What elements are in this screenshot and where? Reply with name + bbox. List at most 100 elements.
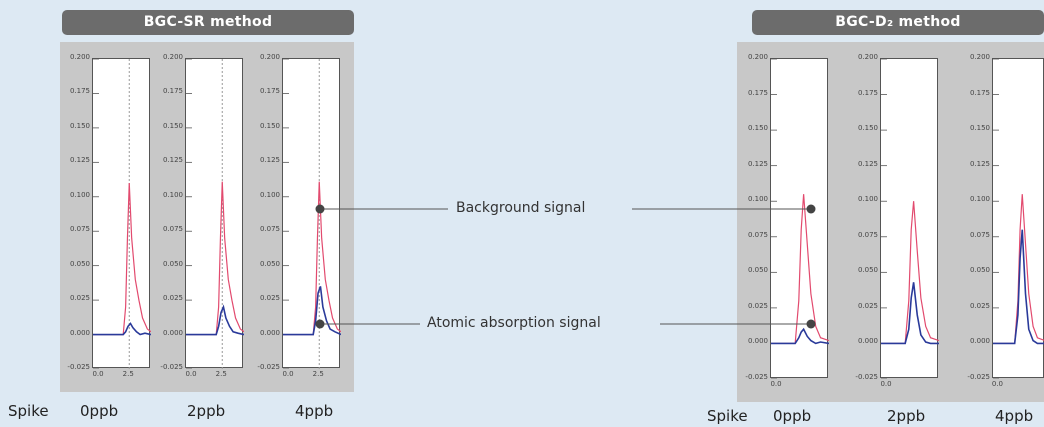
ytick-label: 0.200	[69, 53, 90, 61]
ytick-label: 0.125	[69, 156, 90, 165]
xtick-label: 2.5	[215, 370, 227, 378]
ytick-label: 0.025	[747, 301, 768, 310]
ytick-label: 0.025	[259, 294, 280, 303]
ytick-label: 0.050	[259, 259, 280, 268]
plot-area	[186, 59, 244, 369]
ytick-label: 0.050	[69, 259, 90, 268]
ytick-label: 0.075	[969, 230, 990, 239]
ytick-label: 0.100	[747, 195, 768, 204]
atomic-series-line	[283, 286, 341, 336]
ytick-label: 0.175	[969, 88, 990, 97]
ytick-label: 0.025	[857, 301, 878, 310]
background-series-line	[881, 201, 939, 345]
plot-area	[881, 59, 939, 379]
ytick-label: 0.200	[747, 53, 768, 61]
ytick-label: 0.075	[69, 225, 90, 234]
ytick-label: 0.200	[259, 53, 280, 61]
xtick-label: 2.5	[122, 370, 134, 378]
ytick-label: 0.075	[747, 230, 768, 239]
ytick-label: 0.050	[969, 266, 990, 275]
background-series-line	[771, 194, 829, 345]
plot-d2-4ppb	[992, 58, 1044, 379]
ytick-label: 0.150	[857, 124, 878, 133]
ytick-label: 0.175	[747, 88, 768, 97]
ytick-label: -0.025	[855, 373, 878, 381]
plot-sr-4ppb	[282, 58, 341, 369]
ytick-label: 0.075	[857, 230, 878, 239]
ytick-label: 0.100	[162, 190, 183, 199]
ytick-label: 0.075	[259, 225, 280, 234]
xtick-label: 0.0	[185, 370, 197, 378]
ytick-label: 0.200	[969, 53, 990, 61]
ytick-label: -0.025	[160, 363, 183, 371]
plot-d2-2ppb	[880, 58, 939, 379]
bgc-d2-header: BGC-D₂ method	[752, 10, 1044, 35]
spike-value-2ppb: 2ppb	[887, 407, 926, 425]
ytick-label: 0.000	[69, 328, 90, 337]
ytick-label: 0.125	[162, 156, 183, 165]
atomic-absorption-signal-label: Atomic absorption signal	[427, 315, 601, 331]
background-series-line	[186, 181, 244, 336]
ytick-label: 0.125	[857, 159, 878, 168]
ytick-label: 0.150	[747, 124, 768, 133]
spike-value-4ppb: 4ppb	[295, 402, 334, 420]
background-series-line	[93, 182, 151, 336]
ytick-label: 0.000	[969, 337, 990, 346]
ytick-label: 0.175	[259, 87, 280, 96]
ytick-label: 0.125	[259, 156, 280, 165]
plot-area	[771, 59, 829, 379]
xtick-label: 0.0	[991, 380, 1003, 388]
ytick-label: 0.175	[162, 87, 183, 96]
xtick-label: 0.0	[770, 380, 782, 388]
ytick-label: -0.025	[745, 373, 768, 381]
background-signal-label: Background signal	[456, 200, 586, 216]
ytick-label: 0.100	[69, 190, 90, 199]
ytick-label: -0.025	[967, 373, 990, 381]
ytick-label: -0.025	[257, 363, 280, 371]
bgc-sr-header: BGC-SR method	[62, 10, 354, 35]
plot-area	[283, 59, 341, 369]
ytick-label: 0.000	[747, 337, 768, 346]
ytick-label: 0.000	[162, 328, 183, 337]
ytick-label: 0.050	[162, 259, 183, 268]
ytick-label: 0.025	[969, 301, 990, 310]
background-series-line	[993, 194, 1044, 345]
atomic-series-line	[186, 304, 244, 336]
xtick-label: 0.0	[880, 380, 892, 388]
spike-value-2ppb: 2ppb	[187, 402, 226, 420]
xtick-label: 0.0	[282, 370, 294, 378]
atomic-series-line	[881, 282, 939, 345]
spike-value-0ppb: 0ppb	[773, 407, 812, 425]
background-series-line	[283, 181, 341, 336]
spike-label-left: Spike	[8, 402, 49, 420]
ytick-label: 0.025	[162, 294, 183, 303]
ytick-label: 0.175	[857, 88, 878, 97]
ytick-label: 0.100	[857, 195, 878, 204]
ytick-label: 0.125	[969, 159, 990, 168]
ytick-label: 0.150	[969, 124, 990, 133]
plot-area	[993, 59, 1044, 379]
ytick-label: 0.150	[259, 121, 280, 130]
xtick-label: 0.0	[92, 370, 104, 378]
ytick-label: 0.075	[162, 225, 183, 234]
ytick-label: 0.100	[969, 195, 990, 204]
ytick-label: 0.200	[857, 53, 878, 61]
ytick-label: 0.050	[857, 266, 878, 275]
ytick-label: 0.050	[747, 266, 768, 275]
ytick-label: 0.125	[747, 159, 768, 168]
plot-area	[93, 59, 151, 369]
ytick-label: 0.000	[259, 328, 280, 337]
ytick-label: 0.100	[259, 190, 280, 199]
spike-value-0ppb: 0ppb	[80, 402, 119, 420]
xtick-label: 2.5	[312, 370, 324, 378]
ytick-label: 0.200	[162, 53, 183, 61]
spike-label-right: Spike	[707, 407, 748, 425]
plot-d2-0ppb	[770, 58, 829, 379]
atomic-series-line	[93, 322, 151, 336]
ytick-label: 0.025	[69, 294, 90, 303]
ytick-label: 0.000	[857, 337, 878, 346]
plot-sr-2ppb	[185, 58, 244, 369]
ytick-label: 0.150	[162, 121, 183, 130]
atomic-series-line	[771, 327, 829, 345]
ytick-label: -0.025	[67, 363, 90, 371]
